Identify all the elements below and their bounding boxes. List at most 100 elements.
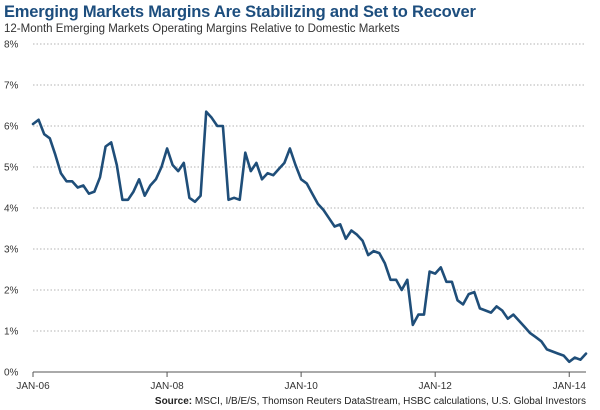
data-point xyxy=(60,172,63,175)
data-point xyxy=(272,174,275,177)
data-point xyxy=(501,309,504,312)
data-point xyxy=(395,279,398,282)
data-point xyxy=(367,254,370,257)
data-point xyxy=(289,147,292,150)
data-point xyxy=(132,190,135,193)
data-point xyxy=(574,356,577,359)
data-point xyxy=(579,358,582,361)
data-point xyxy=(261,178,264,181)
data-point xyxy=(166,147,169,150)
data-point xyxy=(121,199,124,202)
data-point xyxy=(339,223,342,226)
data-point xyxy=(462,303,465,306)
x-tick-label: JAN-08 xyxy=(150,381,184,392)
y-tick-label: 7% xyxy=(4,81,19,92)
data-point xyxy=(244,151,247,154)
data-point xyxy=(194,201,197,204)
data-point xyxy=(171,164,174,167)
data-point xyxy=(417,313,420,316)
data-point xyxy=(54,153,57,156)
data-point xyxy=(300,178,303,181)
data-point xyxy=(238,199,241,202)
data-point xyxy=(149,184,152,187)
data-point xyxy=(283,162,286,165)
data-point xyxy=(305,182,308,185)
data-point xyxy=(322,209,325,212)
data-point xyxy=(205,110,208,113)
series-layer xyxy=(31,110,588,364)
data-point xyxy=(143,194,146,197)
data-point xyxy=(389,279,392,282)
data-point xyxy=(350,229,353,232)
data-point xyxy=(434,272,437,275)
data-point xyxy=(116,164,119,167)
data-point xyxy=(467,293,470,296)
y-tick-label: 2% xyxy=(4,286,19,297)
source-label: Source: xyxy=(154,396,193,407)
data-point xyxy=(333,225,336,228)
x-tick-label: JAN-06 xyxy=(16,381,50,392)
data-point xyxy=(400,289,403,292)
data-point xyxy=(523,326,526,329)
data-point xyxy=(32,123,35,126)
data-point xyxy=(546,348,549,351)
data-point xyxy=(160,166,163,169)
y-axis-ticks: 0% 1% 2% 3% 4% 5% 6% 7% 8% xyxy=(4,40,19,379)
y-tick-label: 1% xyxy=(4,327,19,338)
data-point xyxy=(406,279,409,282)
x-tick-label: JAN-10 xyxy=(284,381,318,392)
data-point xyxy=(529,332,532,335)
data-point xyxy=(76,186,79,189)
data-point xyxy=(294,164,297,167)
data-point xyxy=(210,117,213,120)
data-point xyxy=(568,361,571,364)
data-point xyxy=(227,199,230,202)
data-point xyxy=(540,340,543,343)
data-point xyxy=(551,350,554,353)
x-tick-label: JAN-12 xyxy=(419,381,453,392)
data-point xyxy=(278,168,281,171)
data-point xyxy=(37,119,40,122)
data-point xyxy=(43,133,46,136)
data-point xyxy=(311,192,314,195)
chart-subtitle: 12-Month Emerging Markets Operating Marg… xyxy=(4,23,400,35)
data-point xyxy=(412,324,415,327)
data-point xyxy=(71,180,74,183)
chart-title: Emerging Markets Margins Are Stabilizing… xyxy=(4,3,476,21)
x-axis-ticks: JAN-06 JAN-08 JAN-10 JAN-12 JAN-14 xyxy=(16,372,586,392)
data-point xyxy=(328,217,331,220)
data-point xyxy=(445,281,448,284)
data-point xyxy=(361,240,364,243)
series-line xyxy=(31,110,588,364)
source-note: Source: MSCI, I/B/E/S, Thomson Reuters D… xyxy=(155,396,586,407)
data-point xyxy=(378,252,381,255)
data-point xyxy=(188,197,191,200)
data-point xyxy=(222,125,225,128)
data-point xyxy=(512,313,515,316)
data-point xyxy=(104,145,107,148)
data-point xyxy=(110,141,113,144)
data-point xyxy=(518,320,521,323)
data-point xyxy=(451,281,454,284)
data-point xyxy=(384,262,387,265)
data-point xyxy=(49,137,52,140)
data-point xyxy=(138,178,141,181)
y-tick-label: 0% xyxy=(4,368,19,379)
data-point xyxy=(507,317,510,320)
data-point xyxy=(490,311,493,314)
data-point xyxy=(82,184,85,187)
data-point xyxy=(473,291,476,294)
data-point xyxy=(585,352,588,355)
data-point xyxy=(155,178,158,181)
data-point xyxy=(428,270,431,273)
y-tick-label: 4% xyxy=(4,204,19,215)
data-point xyxy=(93,190,96,193)
data-point xyxy=(562,354,565,357)
x-tick-label: JAN-14 xyxy=(553,381,587,392)
source-text: MSCI, I/B/E/S, Thomson Reuters DataStrea… xyxy=(194,396,586,407)
data-point xyxy=(484,309,487,312)
data-point xyxy=(233,197,236,200)
data-point xyxy=(557,352,560,355)
data-point xyxy=(88,192,91,195)
